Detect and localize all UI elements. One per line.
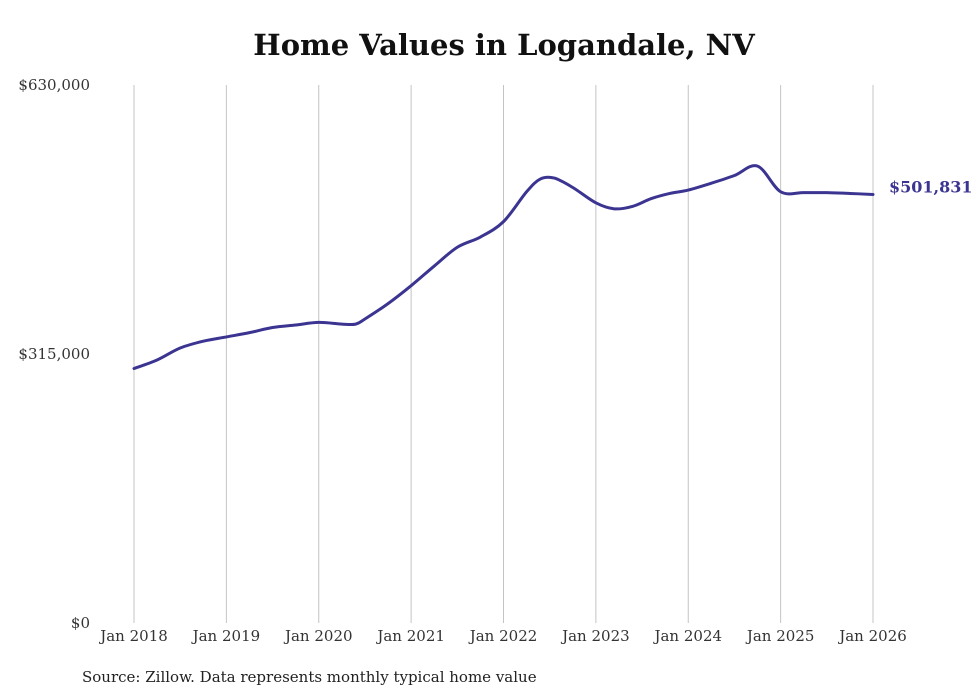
gridlines [133,85,874,623]
x-tick-label: Jan 2018 [98,627,168,645]
x-tick-label: Jan 2023 [560,627,630,645]
x-axis-ticks: Jan 2018 Jan 2019 Jan 2020 Jan 2021 Jan 2022… [98,627,907,645]
y-tick-label: $0 [71,614,90,632]
source-note: Source: Zillow. Data represents monthly … [82,668,537,686]
x-tick-label: Jan 2024 [652,627,722,645]
x-tick-label: Jan 2021 [375,627,445,645]
x-tick-label: Jan 2026 [837,627,907,645]
x-tick-label: Jan 2025 [745,627,815,645]
end-value-label: $501,831 [889,177,973,196]
x-tick-label: Jan 2020 [283,627,353,645]
y-tick-label: $315,000 [18,345,90,363]
chart-title: Home Values in Logandale, NV [253,28,755,62]
x-tick-label: Jan 2019 [191,627,261,645]
y-tick-label: $630,000 [18,76,90,94]
x-tick-label: Jan 2022 [468,627,538,645]
y-axis-ticks: $0 $315,000 $630,000 [18,76,90,632]
series-line [132,164,875,371]
